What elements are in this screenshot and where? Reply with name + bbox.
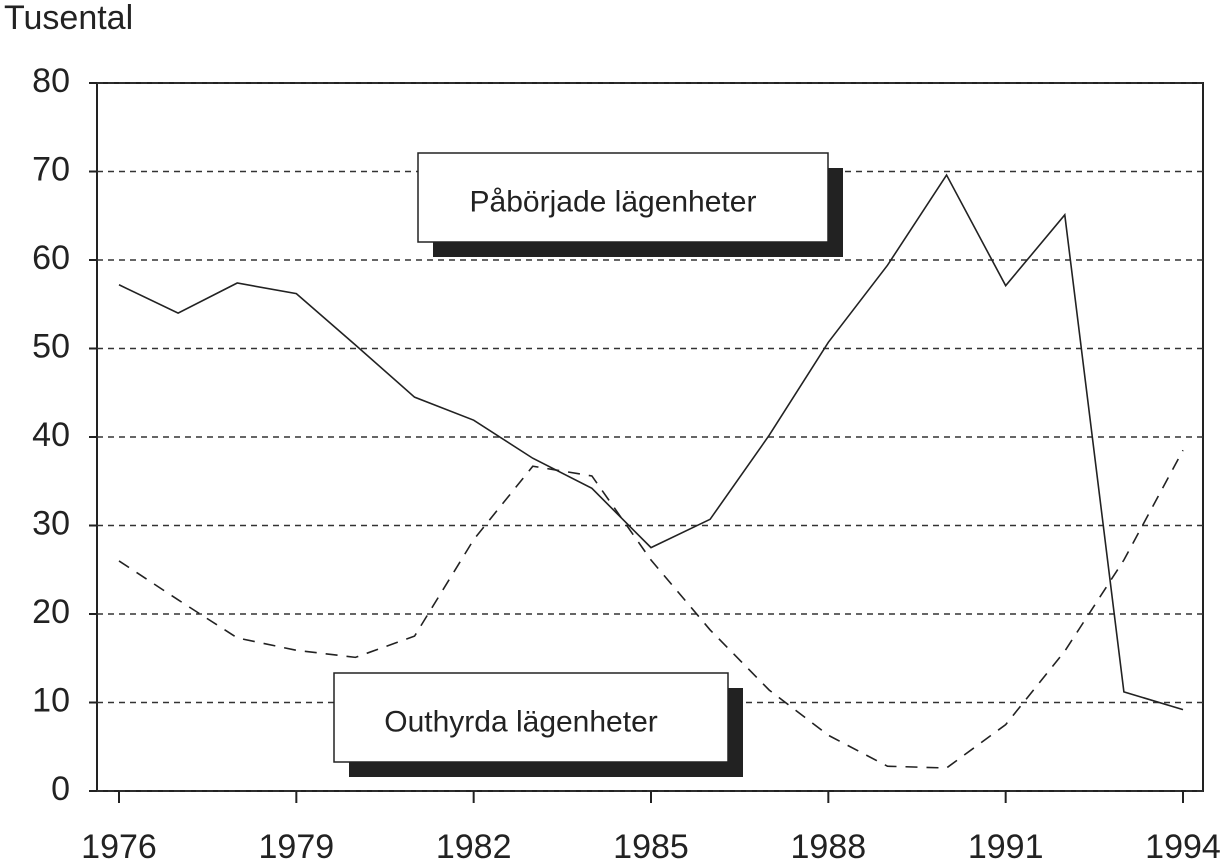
y-tick-label: 40 [32,416,70,454]
y-tick-label: 0 [51,770,70,808]
x-tick-label: 1988 [791,828,867,866]
series-line [118,173,1184,711]
y-tick-label: 50 [32,327,70,365]
x-tick-label: 1994 [1145,828,1221,866]
y-tick-label: 60 [32,239,70,277]
x-tick-label: 1979 [259,828,335,866]
series-line [118,449,1184,769]
y-axis-label: Tusental [4,0,133,37]
y-tick-label: 80 [32,62,70,100]
y-tick-label: 10 [32,681,70,719]
series-label: Outhyrda lägenheter [384,705,658,738]
x-tick-label: 1982 [436,828,512,866]
x-tick-label: 1976 [81,828,157,866]
y-tick-label: 20 [32,593,70,631]
label-box [333,672,729,763]
x-tick-label: 1991 [968,828,1044,866]
series-label: Påbörjade lägenheter [470,185,757,218]
x-tick-label: 1985 [613,828,689,866]
label-box [417,152,829,243]
y-tick-label: 30 [32,504,70,542]
y-tick-label: 70 [32,150,70,188]
